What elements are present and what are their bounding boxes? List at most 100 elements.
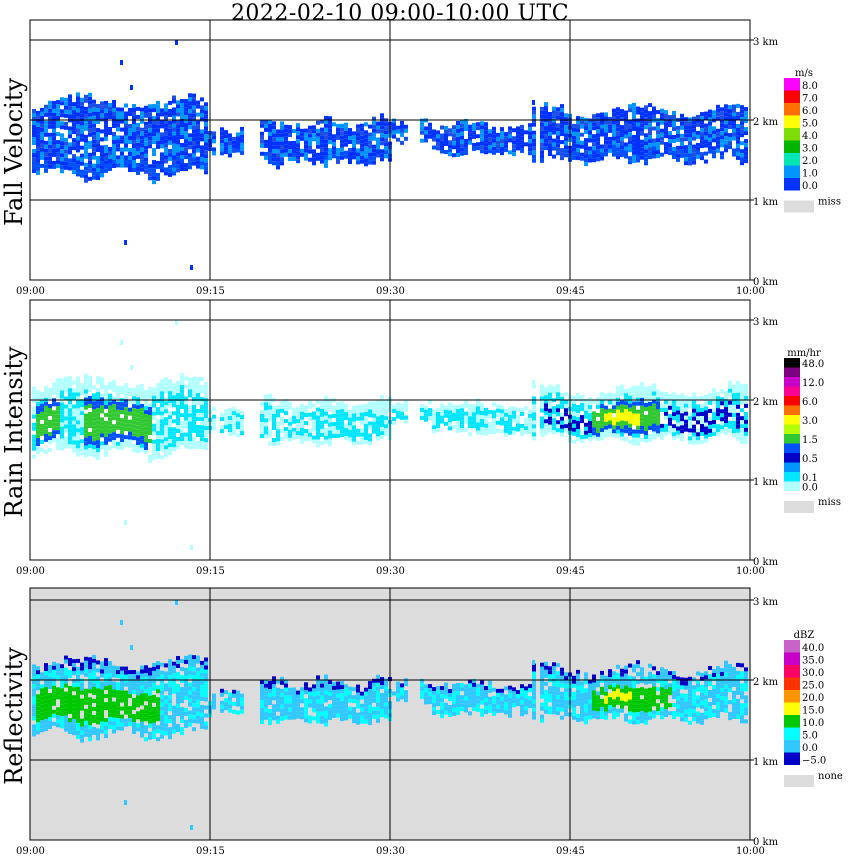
echo-cell — [176, 401, 180, 405]
echo-cell — [192, 707, 196, 712]
echo-cell — [68, 134, 72, 139]
echo-cell — [736, 131, 740, 136]
echo-cell — [164, 155, 168, 160]
echo-cell — [140, 419, 144, 424]
echo-cell — [576, 156, 580, 161]
echo-cell — [44, 413, 48, 418]
echo-cell — [296, 427, 300, 432]
echo-cell — [700, 112, 704, 117]
echo-cell — [84, 728, 88, 733]
echo-cell — [76, 132, 80, 137]
echo-cell — [280, 129, 284, 134]
echo-cell — [184, 139, 188, 144]
echo-cell — [68, 702, 72, 706]
echo-cell — [380, 137, 384, 142]
echo-cell — [120, 686, 124, 691]
echo-cell — [448, 402, 452, 407]
echo-cell — [596, 125, 600, 130]
echo-cell — [456, 412, 460, 417]
echo-cell — [200, 137, 204, 142]
echo-cell — [360, 428, 364, 433]
echo-cell — [192, 719, 196, 724]
echo-cell — [296, 415, 300, 420]
echo-cell — [76, 452, 80, 457]
echo-cell — [156, 100, 160, 105]
echo-cell — [224, 138, 228, 143]
echo-cell — [80, 415, 84, 420]
echo-cell — [532, 671, 536, 676]
echo-cell — [728, 141, 732, 146]
echo-cell — [156, 435, 160, 440]
echo-cell — [164, 401, 168, 406]
echo-cell — [196, 699, 200, 704]
echo-cell — [104, 108, 108, 113]
echo-cell — [124, 143, 128, 148]
echo-cell — [84, 142, 88, 147]
echo-cell — [384, 686, 388, 691]
echo-cell — [116, 147, 120, 152]
echo-cell — [156, 737, 160, 742]
echo-cell — [444, 150, 448, 154]
echo-cell — [84, 118, 88, 123]
echo-cell — [608, 392, 612, 397]
echo-cell — [92, 706, 96, 711]
echo-cell — [280, 712, 284, 717]
echo-cell — [92, 698, 96, 703]
echo-cell — [68, 412, 72, 417]
echo-cell — [632, 389, 636, 394]
echo-cell — [152, 734, 156, 739]
echo-cell — [124, 722, 128, 727]
echo-cell — [636, 110, 640, 115]
echo-cell — [404, 698, 408, 703]
echo-cell — [200, 377, 204, 382]
echo-cell — [564, 137, 568, 142]
legend-swatch — [784, 462, 800, 472]
echo-cell — [596, 404, 600, 409]
echo-cell — [456, 424, 460, 429]
echo-cell — [32, 394, 36, 399]
echo-cell — [100, 153, 104, 158]
echo-cell — [64, 396, 68, 401]
echo-cell — [112, 156, 116, 160]
echo-cell — [336, 685, 340, 690]
echo-cell — [316, 431, 320, 436]
echo-cell — [576, 433, 580, 437]
echo-cell — [172, 159, 176, 164]
echo-cell — [140, 391, 144, 396]
echo-cell — [452, 153, 456, 158]
echo-cell — [556, 420, 560, 425]
echo-cell — [372, 710, 376, 715]
echo-cell — [288, 715, 292, 720]
echo-cell — [136, 723, 140, 728]
echo-cell — [188, 417, 192, 422]
echo-cell — [424, 684, 428, 689]
echo-cell — [516, 407, 520, 412]
echo-cell — [268, 144, 272, 148]
echo-cell — [88, 160, 92, 165]
echo-cell — [168, 391, 172, 396]
echo-cell — [664, 427, 668, 432]
echo-cell — [640, 107, 644, 112]
echo-cell — [92, 147, 96, 152]
echo-cell — [44, 723, 48, 728]
echo-cell — [48, 140, 52, 145]
echo-cell — [556, 392, 560, 397]
echo-cell — [384, 154, 388, 159]
echo-cell — [100, 433, 104, 438]
echo-cell — [188, 421, 192, 426]
echo-cell — [132, 388, 136, 393]
echo-cell — [364, 122, 368, 127]
echo-cell — [136, 409, 140, 414]
echo-cell — [156, 387, 160, 392]
echo-cell — [132, 416, 136, 421]
echo-cell — [620, 141, 624, 146]
echo-cell — [596, 157, 600, 162]
echo-cell — [144, 113, 148, 118]
echo-cell — [332, 709, 336, 714]
echo-cell — [496, 140, 500, 145]
echo-cell — [508, 126, 512, 131]
echo-cell — [176, 389, 180, 393]
echo-cell — [52, 108, 56, 113]
echo-cell — [288, 145, 292, 150]
echo-cell — [136, 397, 140, 402]
